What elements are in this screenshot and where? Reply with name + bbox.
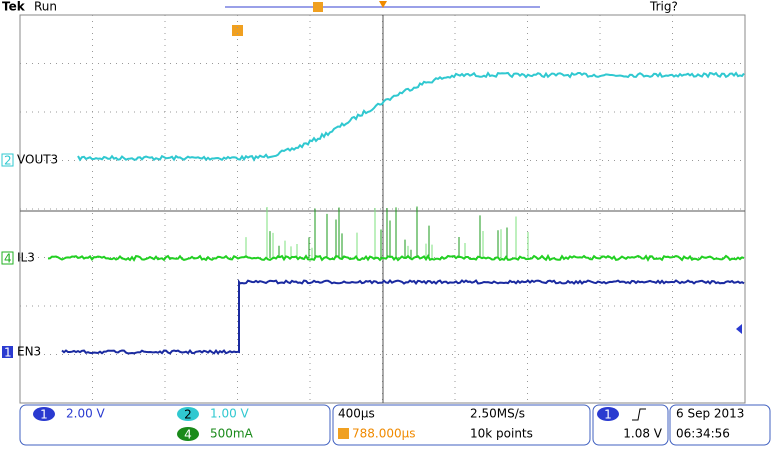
ch-marker xyxy=(1,251,14,265)
ch2-badge-text: 2 xyxy=(184,408,192,422)
run-status: Run xyxy=(34,0,57,14)
trigger-ch-text: 1 xyxy=(604,408,612,422)
trigger-ch-badge xyxy=(597,407,619,421)
trigger-position-icon xyxy=(338,428,349,439)
ch-label: EN3 xyxy=(17,345,41,359)
waveforms xyxy=(47,71,745,355)
ch4-scale: 500mA xyxy=(210,427,254,441)
date: 6 Sep 2013 xyxy=(676,407,744,421)
ch1-badge-text: 1 xyxy=(40,408,48,422)
vertical-box xyxy=(19,404,331,446)
ch4-badge xyxy=(177,427,199,441)
time: 06:34:56 xyxy=(676,427,730,441)
brand: Tek xyxy=(2,0,26,14)
ch-marker-text: 2 xyxy=(4,154,12,168)
ch-marker-text: 1 xyxy=(4,346,12,360)
datetime-box xyxy=(669,404,771,446)
sample-rate: 2.50MS/s xyxy=(470,407,525,421)
edge-icon xyxy=(632,408,646,421)
en-trace xyxy=(61,278,745,355)
vout-trace xyxy=(77,71,745,162)
trigger-status: Trig? xyxy=(649,0,678,14)
trigger-level-marker xyxy=(736,324,742,334)
trigger-arrow xyxy=(379,1,387,8)
horizontal-box xyxy=(332,404,591,446)
ch-marker xyxy=(2,346,13,358)
timebase: 400µs xyxy=(338,407,375,421)
ch2-scale: 1.00 V xyxy=(210,407,250,421)
ch-marker-text: 4 xyxy=(4,252,12,266)
trigger-level: 1.08 V xyxy=(623,427,663,441)
trigger-point-icon xyxy=(232,25,243,36)
ch4-badge-text: 4 xyxy=(184,428,192,442)
ch2-badge xyxy=(177,407,199,421)
ch-label: VOUT3 xyxy=(17,153,58,167)
il-trace xyxy=(47,253,745,262)
grid xyxy=(20,15,745,403)
ch1-scale: 2.00 V xyxy=(66,407,106,421)
ch-marker xyxy=(1,153,14,167)
ch1-badge xyxy=(33,407,55,421)
trigger-marker xyxy=(313,2,323,12)
trigger-position: 788.000µs xyxy=(352,427,416,441)
ch-label: IL3 xyxy=(17,251,35,265)
record-length: 10k points xyxy=(470,427,533,441)
